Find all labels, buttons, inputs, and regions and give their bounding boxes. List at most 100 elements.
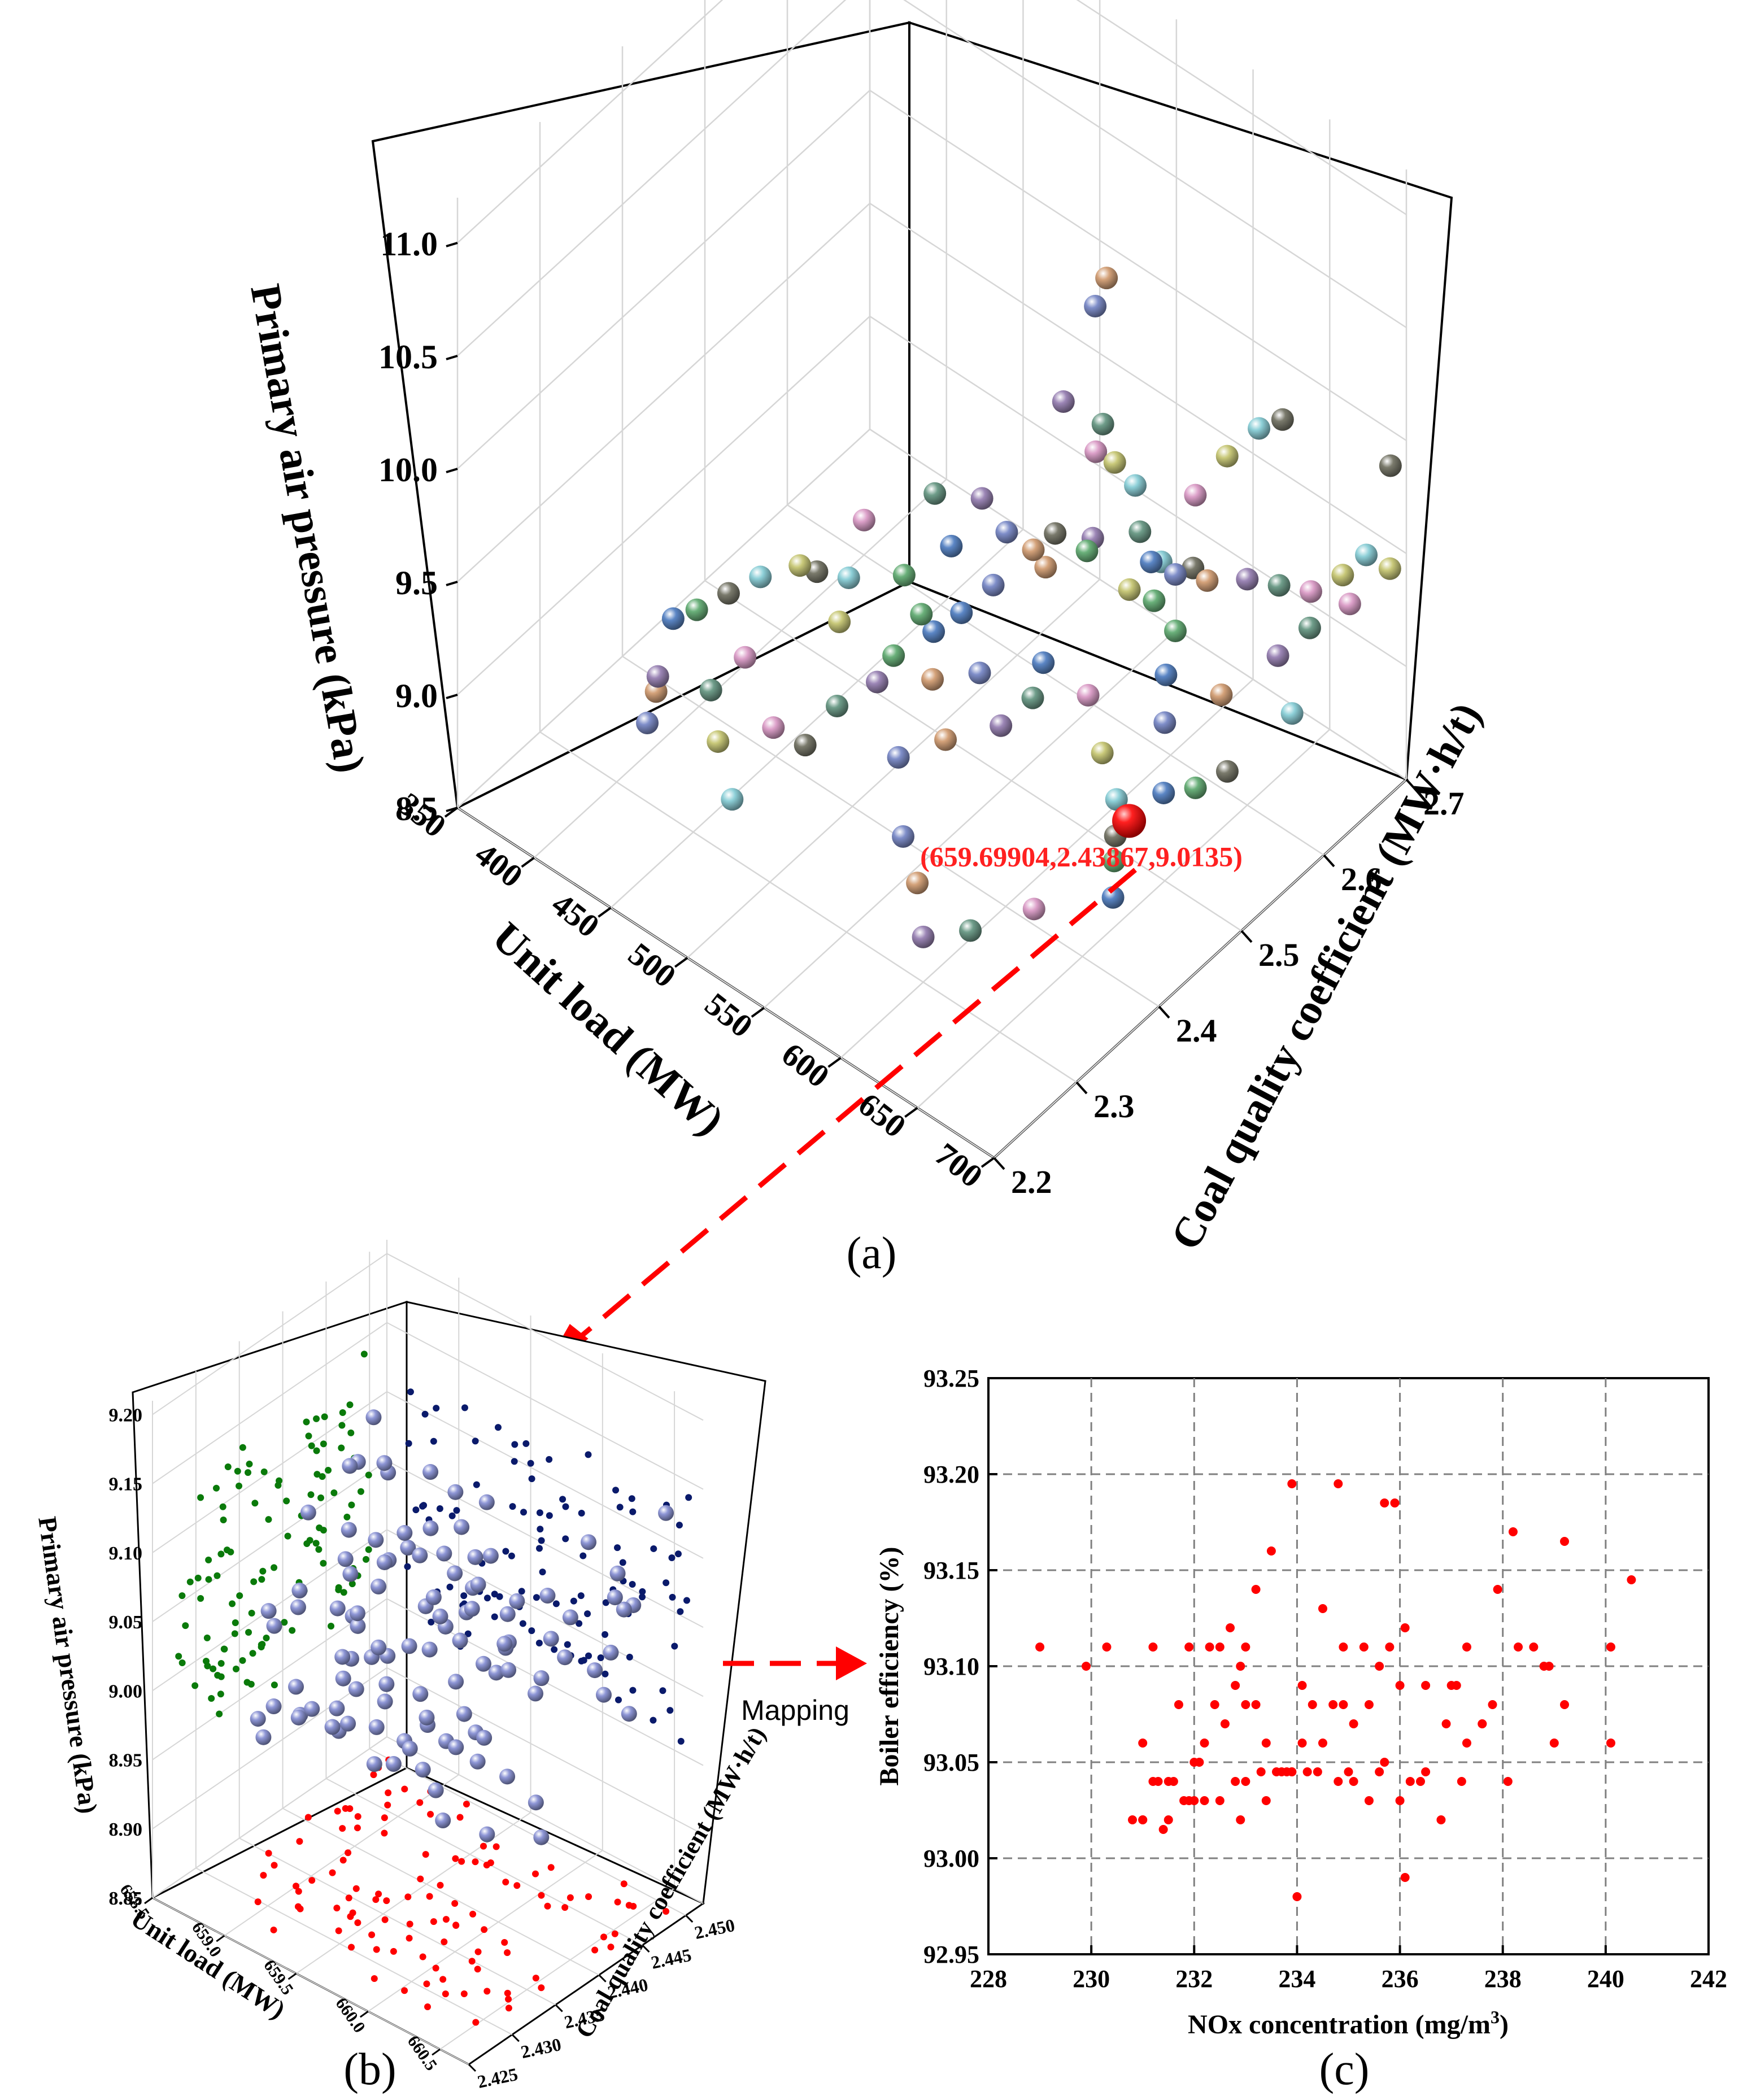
panel-b-projection-yz-point [281, 1619, 288, 1626]
panel-b-projection-xz-point [659, 1687, 666, 1694]
panel-b-projection-xy-point [346, 1805, 354, 1813]
panel-b-projection-yz-point [346, 1401, 354, 1409]
panel-b-point [543, 1631, 559, 1647]
panel-c-point [1328, 1700, 1338, 1709]
panel-a-label: (a) [847, 1228, 897, 1278]
panel-b-projection-xy-point [439, 1976, 447, 1983]
panel-b-projection-yz-point [306, 1537, 313, 1544]
panel-b-projection-xy-point [538, 1892, 545, 1899]
panel-a-floor-gridline [533, 478, 947, 859]
panel-b-point [607, 1589, 623, 1606]
panel-b-projection-load-coal [254, 1756, 670, 2026]
panel-a-point [1196, 569, 1219, 592]
panel-b-projection-xy-point [348, 1944, 355, 1951]
panel-c-point [1385, 1642, 1395, 1652]
panel-b-point [250, 1711, 266, 1727]
panel-b-projection-xz-point [578, 1510, 585, 1517]
panel-b-point [425, 1589, 442, 1605]
panel-b-projection-xy-point [513, 1882, 521, 1889]
panel-c-point [1503, 1777, 1513, 1786]
panel-a-point [912, 925, 935, 948]
panel-a-floor-gridline [993, 779, 1407, 1158]
panel-a-point [1164, 620, 1187, 642]
panel-b-y-tick [685, 1915, 694, 1923]
panel-a-z-tick-label: 9.0 [395, 677, 438, 714]
panel-b-point [255, 1729, 272, 1745]
panel-b-z-tick-label: 9.10 [109, 1543, 143, 1564]
panel-b-projection-yz-point [217, 1673, 225, 1680]
panel-b-z-tick-label: 9.20 [109, 1405, 143, 1426]
panel-a-point [1140, 550, 1163, 573]
panel-b-projection-yz-point [217, 1691, 224, 1698]
panel-b-projection-xy-point [404, 1893, 412, 1901]
panel-b-projection-yz-point [320, 1440, 327, 1448]
panel-b-projection-xy-point [339, 1857, 347, 1864]
panel-b-projection-xz-point [626, 1653, 633, 1661]
panel-b-point [368, 1532, 384, 1548]
panel-b-projection-xy-point [422, 1851, 429, 1858]
panel-b-projection-xz-point [615, 1696, 622, 1703]
panel-b-projection-xy-point [381, 1829, 388, 1837]
panel-b-projection-xy-point [333, 1905, 341, 1912]
panel-b-projection-xz-point [461, 1404, 468, 1411]
panel-b-projection-xy-point [538, 1984, 545, 1992]
panel-b-projection-yz-point [210, 1665, 217, 1672]
panel-b-projection-xz-point [404, 1563, 411, 1570]
panel-b-projection-yz-point [247, 1680, 255, 1688]
panel-b-projection-yz-point [335, 1586, 342, 1593]
panel-b-projection-xz-point [570, 1597, 577, 1605]
panel-b-projection-xz-point [579, 1552, 587, 1559]
panel-a-point [852, 508, 875, 531]
panel-b-z-tick-label: 9.05 [109, 1612, 143, 1633]
panel-b-projection-xy-point [474, 1966, 481, 1973]
panel-b-point [377, 1693, 393, 1710]
panel-a-floor-gridline [622, 655, 1160, 1008]
panel-b-x-tick [144, 1897, 153, 1905]
panel-b-projection-yz-point [217, 1550, 225, 1558]
panel-b-point [581, 1534, 597, 1550]
panel-b-projection-xz-point [518, 1588, 525, 1595]
panel-c-point [1148, 1777, 1158, 1786]
panel-b-point [432, 1608, 448, 1624]
panel-c-point [1452, 1681, 1461, 1690]
panel-b-projection-xy-point [308, 1877, 316, 1884]
panel-a-floor-gridline [704, 580, 1242, 932]
panel-a-point [1103, 849, 1126, 873]
panel-b-projection-xy-point [345, 1894, 352, 1902]
panel-c-point [1297, 1739, 1307, 1748]
panel-a-point [950, 601, 973, 624]
panel-b-projection-xz-point [464, 1630, 472, 1637]
panel-b-projection-xy-point [501, 1938, 508, 1946]
panel-b-projection-xy-point [417, 1875, 424, 1883]
panel-b-x-tick [432, 2048, 441, 2056]
panel-b-projection-xy-point [505, 1996, 512, 2003]
panel-a-point [1034, 556, 1057, 579]
panel-b-projection-xz-point [668, 1554, 676, 1562]
panel-b-projection-xy-point [270, 1926, 277, 1933]
panel-c-x-axis-title-sup: 3 [1491, 2007, 1500, 2027]
panel-b-point [500, 1662, 517, 1678]
panel-a-optimal-point [1112, 804, 1147, 838]
panel-c-point [1261, 1796, 1271, 1805]
panel-a-point [1267, 574, 1291, 597]
panel-b-projection-xy-point [406, 1920, 413, 1928]
panel-c-x-tick-label: 236 [1382, 1965, 1419, 1993]
panel-b-projection-xy-point [452, 1922, 460, 1929]
panel-b-projection-yz-point [178, 1659, 186, 1667]
panel-b-y-tick [468, 2063, 477, 2072]
panel-c-point [1380, 1758, 1389, 1767]
panel-b-point [329, 1700, 345, 1716]
panel-b-point [609, 1565, 626, 1581]
panel-c-point [1215, 1642, 1225, 1652]
panel-b-gridlines [152, 1240, 704, 2065]
panel-b-projection-xz-point [551, 1646, 558, 1653]
panel-a-point [934, 728, 957, 751]
panel-b-projection-yz-point [251, 1500, 259, 1507]
panel-b-projection-xy-point [469, 1910, 477, 1918]
panel-a-point [1128, 520, 1152, 543]
panel-c-y-tick-label: 93.25 [923, 1365, 979, 1392]
panel-b-projection-yz-point [208, 1695, 215, 1702]
panel-c-point [1210, 1700, 1219, 1709]
panel-b-projection-xz-point [522, 1440, 530, 1447]
